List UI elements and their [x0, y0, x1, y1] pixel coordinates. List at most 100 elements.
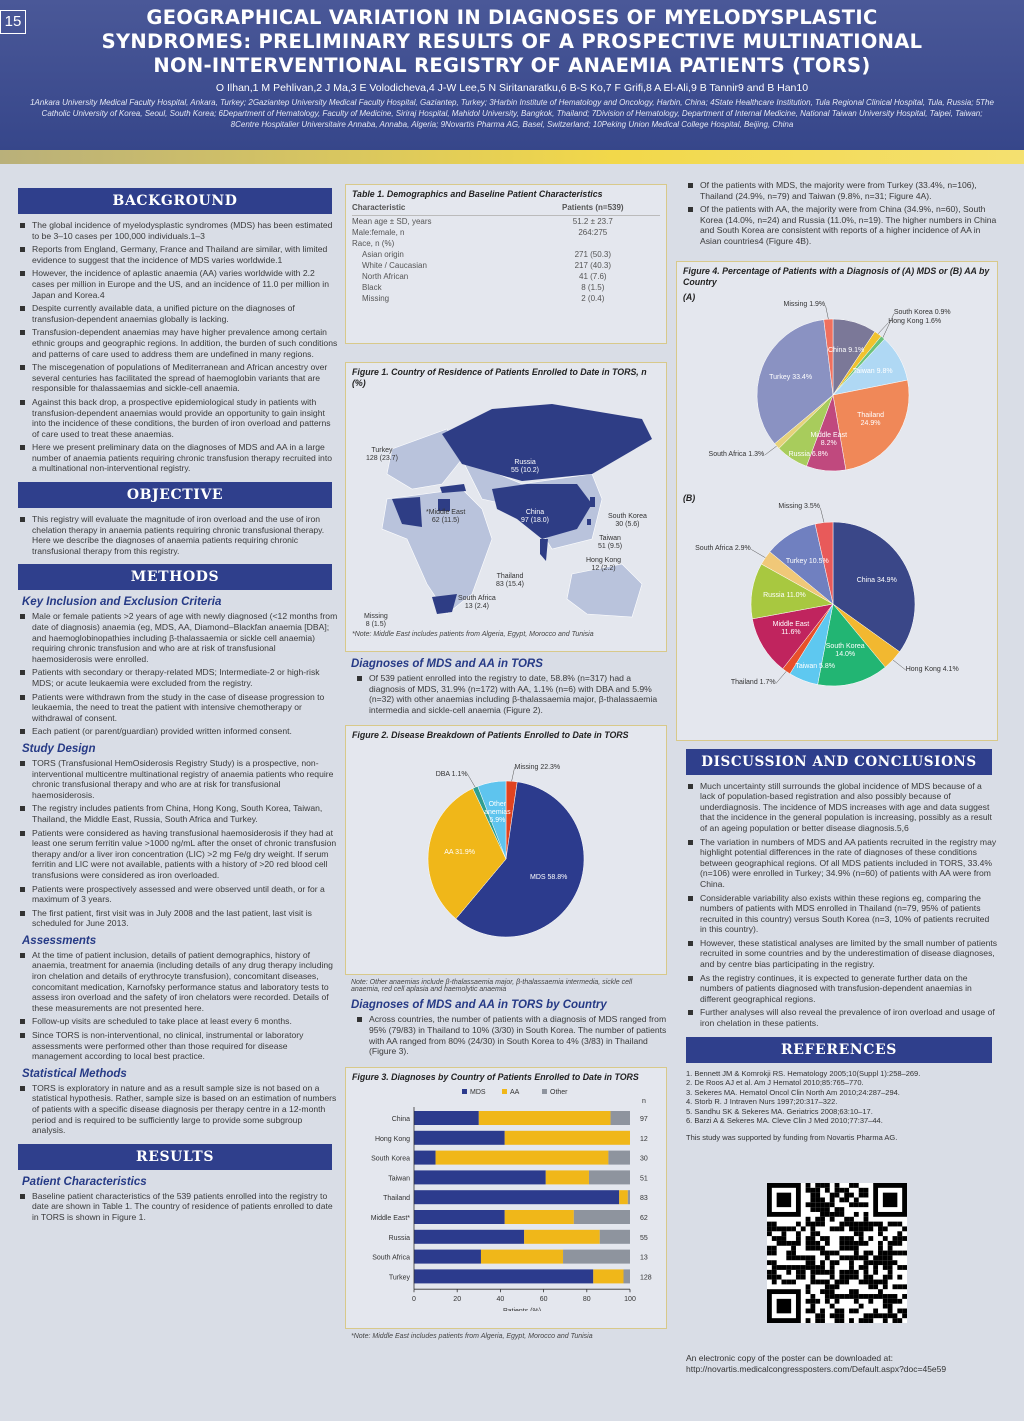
bar-segment — [504, 1209, 574, 1224]
bullet-item: Of 539 patient enrolled into the registr… — [357, 673, 667, 715]
bar-segment — [414, 1170, 546, 1185]
bullet-item: Each patient (or parent/guardian) provid… — [20, 726, 338, 737]
pie-label: Russia 11.0% — [763, 591, 806, 599]
table-cell: 264:275 — [578, 228, 608, 237]
table-cell — [526, 238, 660, 249]
affiliations: 1Ankara University Medical Faculty Hospi… — [30, 98, 994, 129]
diag-heading: Diagnoses of MDS and AA in TORS — [351, 658, 543, 670]
pie-slice — [455, 781, 585, 938]
map-korea — [590, 497, 595, 507]
bullet-item: The global incidence of myelodysplastic … — [20, 220, 338, 241]
x-axis-label: Patients (%) — [503, 1308, 541, 1311]
bullet-item: Across countries, the number of patients… — [357, 1014, 667, 1056]
table-row: Male:female, n 264:275 — [352, 227, 660, 238]
map-label: Turkey 128 (23.7) — [366, 447, 398, 463]
design-heading: Study Design — [22, 742, 96, 755]
bar-segment — [414, 1110, 479, 1125]
figure2-note: Note: Other anaemias include β-thalassae… — [351, 979, 633, 994]
bar-segment — [480, 1249, 564, 1264]
background-heading: BACKGROUND — [18, 188, 332, 214]
map-label-value: 83 (15.4) — [496, 581, 525, 588]
n-value: 83 — [640, 1195, 648, 1202]
bullet-item: As the registry continues, it is expecte… — [688, 973, 998, 1005]
bar-segment — [414, 1150, 436, 1165]
bar-segment — [599, 1229, 630, 1244]
pie-label: South Korea 0.9% — [893, 309, 951, 317]
pie-label: Missing 3.5% — [778, 503, 821, 511]
design-list: TORS (Transfusional HemOsiderosis Regist… — [8, 758, 338, 929]
pie-label: Taiwan 5.8% — [795, 663, 836, 671]
references-heading: REFERENCES — [686, 1036, 992, 1063]
bullet-item: Of the patients with AA, the majority we… — [688, 204, 998, 246]
patient-char-heading: Patient Characteristics — [22, 1175, 147, 1188]
figure1-caption: Figure 1. Country of Residence of Patien… — [352, 367, 647, 388]
map-label-name: Russia — [514, 459, 536, 466]
figure3-caption: Figure 3. Diagnoses by Country of Patien… — [352, 1071, 639, 1082]
bar-segment — [608, 1150, 630, 1165]
pie-slice — [832, 379, 910, 470]
bycountry-heading: Diagnoses of MDS and AA in TORS by Count… — [351, 999, 607, 1012]
map-label-value: 51 (9.5) — [598, 543, 623, 550]
map-label-value: 13 (2.4) — [464, 603, 489, 610]
n-value: 13 — [640, 1254, 648, 1261]
legend-label: Other — [550, 1089, 568, 1096]
table1-caption: Table 1. Demographics and Baseline Patie… — [352, 189, 603, 199]
results-heading: RESULTS — [18, 1143, 332, 1170]
bar-segment — [524, 1229, 600, 1244]
n-value: 62 — [640, 1215, 648, 1222]
table-cell: 8 (1.5) — [581, 283, 605, 292]
bullet-item: Follow-up visits are scheduled to take p… — [20, 1016, 338, 1027]
map-label: China 97 (18.0) — [521, 509, 549, 525]
pie-slice — [477, 781, 507, 860]
bar-segment — [619, 1189, 628, 1204]
background-list: The global incidence of myelodysplastic … — [8, 220, 338, 474]
pie-label: South Africa 1.3% — [708, 450, 765, 458]
bullet-item: Patients were prospectively assessed and… — [20, 884, 338, 905]
reference-item: 1. Bennett JM & Komrokji RS. Hematology … — [686, 1068, 921, 1078]
pie-label: South Africa 2.9% — [695, 544, 751, 552]
pie-slice — [756, 318, 834, 444]
category-label: South Korea — [371, 1155, 410, 1162]
n-header: n — [642, 1098, 646, 1105]
pie-label: Thailand 1.7% — [730, 679, 776, 687]
map-egypt — [438, 499, 450, 511]
download-text: An electronic copy of the poster can be … — [686, 1352, 893, 1363]
map-label-name: Thailand — [496, 573, 524, 580]
leader-line — [877, 322, 889, 334]
bullet-item: Further analyses will also reveal the pr… — [688, 1007, 998, 1028]
bullet-item: The variation in numbers of MDS and AA p… — [688, 837, 998, 890]
qr-code[interactable] — [767, 1182, 907, 1323]
map-label: Hong Kong 12 (2.2) — [586, 557, 621, 573]
bycountry-list: Across countries, the number of patients… — [345, 1014, 667, 1056]
bullet-item: Much uncertainty still surrounds the glo… — [688, 781, 998, 834]
map-south-africa — [432, 594, 457, 614]
map-label: South Africa 13 (2.4) — [458, 595, 496, 611]
bullet-item: Patients were withdrawn from the study i… — [20, 692, 338, 724]
poster-header: 15 Geographical Variation in Diagnoses o… — [0, 0, 1024, 152]
pie-label: Turkey 10.5% — [785, 557, 829, 565]
pie-slice — [817, 602, 886, 686]
table-cell: 41 (7.6) — [579, 272, 607, 281]
map-algeria — [392, 497, 422, 527]
bullet-item: Baseline patient characteristics of the … — [20, 1191, 338, 1223]
map-label-name: Taiwan — [599, 535, 621, 542]
table1-table: Characteristic Patients (n=539) Mean age … — [352, 200, 660, 304]
pie-label: Hong Kong 4.1% — [905, 665, 959, 673]
bullet-item: The registry includes patients from Chin… — [20, 803, 338, 824]
category-label: Taiwan — [388, 1175, 410, 1182]
figure4a-pie — [756, 304, 910, 471]
pie-label: Middle East 11.6% — [772, 621, 810, 637]
bar-segment — [435, 1150, 609, 1165]
map-turkey — [440, 484, 466, 493]
inclusion-heading: Key Inclusion and Exclusion Criteria — [22, 596, 222, 609]
table-cell: Asian origin — [362, 250, 404, 259]
download-url[interactable]: http://novartis.medicalcongressposters.c… — [686, 1363, 947, 1374]
reference-item: 3. Sekeres MA. Hematol Oncol Clin North … — [686, 1087, 900, 1097]
figure4-caption: Figure 4. Percentage of Patients with a … — [683, 265, 990, 287]
inclusion-list: Male or female patients >2 years of age … — [8, 611, 338, 737]
map-label-value: 8 (1.5) — [365, 621, 386, 628]
n-value: 30 — [640, 1155, 648, 1162]
bullet-item: Male or female patients >2 years of age … — [20, 611, 338, 664]
pie-label: Turkey 33.4% — [769, 373, 813, 381]
table-row: Asian origin 271 (50.3) — [352, 249, 660, 260]
